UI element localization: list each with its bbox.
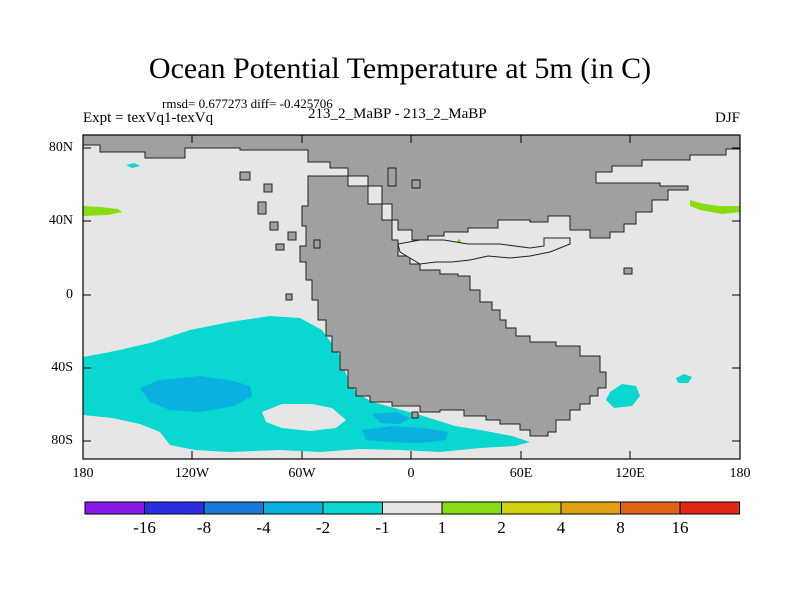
colorbar-label: -4 (256, 518, 271, 537)
lon-label-120e: 120E (615, 466, 645, 481)
green-anomaly-east (690, 200, 740, 214)
colorbar-label: 2 (497, 518, 506, 537)
island-11 (623, 267, 633, 275)
island-10 (411, 179, 421, 189)
island-8 (285, 293, 293, 301)
cyan-blob-east (606, 384, 640, 408)
map-title: Ocean Potential Temperature at 5m (in C) (148, 52, 652, 85)
island-2 (263, 183, 273, 193)
colorbar-box (501, 501, 562, 515)
lat-label-80s: 80S (51, 433, 73, 448)
colorbar-box (322, 501, 383, 515)
colorbar-label: -8 (196, 518, 212, 537)
blue-anomaly-west (140, 376, 252, 412)
colorbar-box (144, 501, 205, 515)
colorbar-label: 1 (437, 518, 447, 537)
lat-label-eq: 0 (66, 287, 73, 302)
colorbar (84, 501, 740, 515)
lon-label-180-east: 180 (729, 466, 751, 481)
cyan-blob-far-east (676, 374, 692, 383)
island-6 (313, 239, 321, 249)
colorbar-box (441, 501, 502, 515)
colorbar-box (560, 501, 621, 515)
blue-anomaly-ross (372, 412, 410, 424)
ocean-notch (397, 237, 571, 265)
land-americas (299, 175, 607, 437)
colorbar-label: 4 (556, 518, 566, 537)
island-1 (239, 171, 251, 181)
colorbar-label: -2 (315, 518, 331, 537)
colorbar-box (203, 501, 264, 515)
colorbar-label: 8 (616, 518, 625, 537)
colorbar-label: -1 (375, 518, 390, 537)
experiment-label: Expt = texVq1-texVq (83, 110, 214, 126)
lat-label-40s: 40S (51, 360, 73, 375)
island-5 (287, 231, 297, 241)
lon-label-60e: 60E (509, 466, 533, 481)
stats-line: rmsd= 0.677273 diff= -0.425706 (162, 96, 333, 111)
green-anomaly-west (83, 206, 122, 216)
colorbar-box (263, 501, 324, 515)
lon-label-120w: 120W (174, 466, 210, 481)
neutral-hole (262, 404, 346, 431)
lat-label-40n: 40N (48, 213, 73, 228)
island-9 (387, 167, 397, 187)
lat-label-80n: 80N (48, 140, 73, 155)
colorbar-box (620, 501, 681, 515)
colorbar-box (382, 501, 443, 515)
lon-label-0: 0 (407, 466, 415, 481)
island-4 (269, 221, 279, 231)
cyan-blob-north (126, 163, 140, 168)
island-3 (257, 201, 267, 215)
island-7 (275, 243, 285, 251)
colorbar-box (84, 501, 145, 515)
colorbar-label: 16 (671, 518, 689, 537)
colorbar-box (679, 501, 740, 515)
blue-anomaly-south (362, 426, 448, 443)
lon-label-60w: 60W (288, 466, 316, 481)
island-12 (411, 411, 419, 419)
lon-label-180-west: 180 (72, 466, 94, 481)
colorbar-label: -16 (133, 518, 156, 537)
cases-label: 213_2_MaBP - 213_2_MaBP (308, 106, 487, 122)
season-label: DJF (714, 110, 740, 126)
